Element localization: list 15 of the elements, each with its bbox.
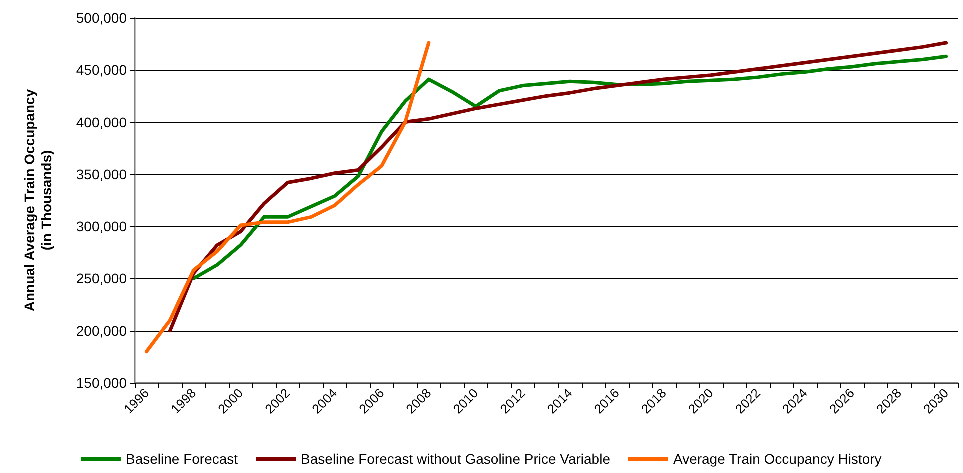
line-series bbox=[168, 41, 948, 333]
y-axis-title: Annual Average Train Occupancy (in Thousands) bbox=[22, 89, 54, 312]
y-tick-label: 150,000 bbox=[76, 375, 128, 391]
legend-label: Average Train Occupancy History bbox=[673, 451, 882, 467]
legend-label: Baseline Forecast without Gasoline Price Variable bbox=[301, 451, 611, 467]
line-series bbox=[145, 41, 431, 354]
y-tick-label: 500,000 bbox=[76, 10, 128, 26]
line-series bbox=[192, 54, 948, 280]
y-tick-label: 450,000 bbox=[76, 62, 128, 78]
y-tick-label: 200,000 bbox=[76, 322, 128, 339]
y-tick-label: 350,000 bbox=[76, 166, 128, 182]
y-tick-label: 300,000 bbox=[76, 218, 128, 235]
y-tick-label: 250,000 bbox=[76, 270, 128, 287]
y-tick-label: 400,000 bbox=[76, 114, 128, 130]
legend-label: Baseline Forecast bbox=[126, 451, 238, 467]
